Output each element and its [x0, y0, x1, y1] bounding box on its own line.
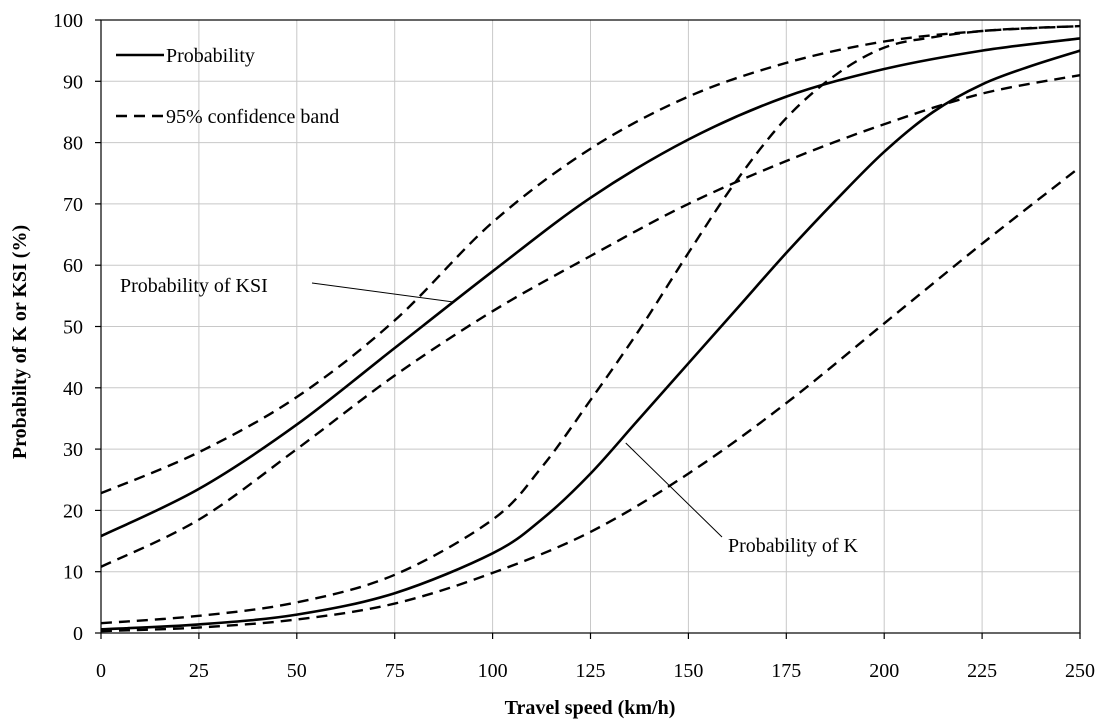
y-tick-label: 60	[63, 255, 83, 277]
legend-label: 95% confidence band	[166, 106, 339, 128]
series-line-k	[100, 49, 1081, 631]
series-line-ksi-lower	[100, 74, 1081, 568]
tick-labels: 0 25 50 75 100 125 150 175 200 225 250 0 10 20 30 40 50 6…	[53, 10, 1095, 682]
x-tick-label: 200	[869, 660, 899, 682]
series-line-ksi-upper	[100, 24, 1081, 495]
annotations: Probability of KSI Probability of K	[120, 275, 859, 557]
legend: Probability 95% confidence band	[116, 45, 339, 128]
y-tick-label: 50	[63, 317, 83, 339]
x-tick-label: 75	[385, 660, 405, 682]
axes	[95, 19, 1081, 639]
x-tick-label: 25	[189, 660, 209, 682]
k-annotation: Probability of K	[728, 535, 859, 557]
y-tick-label: 70	[63, 194, 83, 216]
series-line-k-lower	[100, 166, 1081, 633]
ksi-leader-line	[311, 282, 454, 303]
ksi-annotation: Probability of KSI	[120, 275, 268, 297]
y-tick-label: 30	[63, 439, 83, 461]
x-tick-label: 250	[1065, 660, 1095, 682]
x-tick-label: 100	[478, 660, 508, 682]
x-tick-label: 125	[576, 660, 606, 682]
y-tick-label: 20	[63, 500, 83, 522]
x-tick-label: 0	[96, 660, 106, 682]
y-tick-label: 80	[63, 133, 83, 155]
x-tick-label: 225	[967, 660, 997, 682]
y-tick-label: 0	[73, 623, 83, 645]
y-tick-label: 40	[63, 378, 83, 400]
series-lines	[100, 24, 1081, 633]
x-tick-label: 175	[771, 660, 801, 682]
x-tick-label: 150	[673, 660, 703, 682]
x-tick-label: 50	[287, 660, 307, 682]
y-axis-title: Probabilty of K or KSI (%)	[9, 225, 31, 459]
y-tick-label: 90	[63, 71, 83, 93]
y-tick-label: 100	[53, 10, 83, 32]
k-leader-line	[625, 442, 723, 538]
y-tick-label: 10	[63, 562, 83, 584]
x-axis-title: Travel speed (km/h)	[505, 697, 676, 719]
series-line-k-upper	[100, 24, 1081, 625]
series-line-ksi	[100, 37, 1081, 538]
legend-label: Probability	[166, 45, 255, 67]
